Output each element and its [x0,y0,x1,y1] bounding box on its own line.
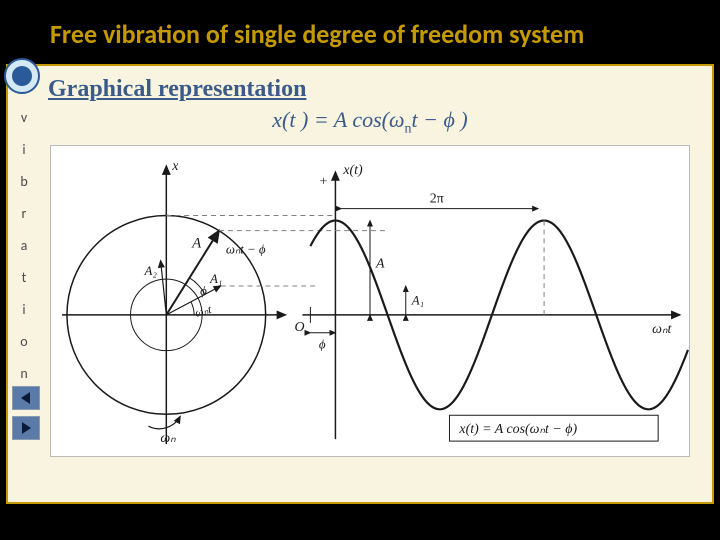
svg-text:x: x [171,159,179,174]
svg-text:x(t) = A cos(ωₙt − ϕ): x(t) = A cos(ωₙt − ϕ) [458,423,577,438]
side-letters: vibration [16,102,32,390]
svg-text:A: A [375,257,385,272]
eq-lhs: x(t ) = A cos(ω [272,107,404,132]
svg-text:ϕ: ϕ [200,283,207,298]
svg-text:ωₙt: ωₙt [193,302,213,320]
svg-text:x(t): x(t) [342,163,363,178]
eq-rhs: t − ϕ ) [412,107,468,132]
svg-text:A₁: A₁ [411,293,424,308]
content-frame: vibration Graphical representation x(t )… [6,64,714,504]
nav-arrows [12,386,40,440]
slide-title: Free vibration of single degree of freed… [0,0,720,64]
prev-slide-button[interactable] [12,386,40,410]
side-letter: v [16,102,32,134]
svg-text:2π: 2π [430,192,444,207]
side-letter: i [16,134,32,166]
svg-text:ωₙt − ϕ: ωₙt − ϕ [226,242,266,257]
side-letter: i [16,294,32,326]
side-letter: b [16,166,32,198]
side-letter: a [16,230,32,262]
eq-sub: n [405,121,412,136]
svg-text:A: A [191,236,202,252]
svg-text:O: O [294,320,304,335]
university-logo [4,58,40,94]
side-letter: o [16,326,32,358]
equation: x(t ) = A cos(ωnt − ϕ ) [48,107,692,137]
main-content: Graphical representation x(t ) = A cos(ω… [8,66,712,472]
svg-text:ωₙt: ωₙt [652,322,672,337]
svg-text:ωₙ: ωₙ [160,431,176,446]
side-letter: t [16,262,32,294]
side-letter: r [16,198,32,230]
svg-text:A₂: A₂ [143,264,157,279]
next-slide-button[interactable] [12,416,40,440]
svg-text:ϕ: ϕ [319,337,326,352]
phasor-wave-diagram: xωₙt − ϕϕωₙtAA₁A₂ωₙ2πAA₁ϕx(t)+Oωₙtx(t) =… [50,145,690,457]
section-subtitle: Graphical representation [48,76,692,103]
svg-text:A₁: A₁ [209,272,222,287]
svg-text:+: + [320,175,328,190]
